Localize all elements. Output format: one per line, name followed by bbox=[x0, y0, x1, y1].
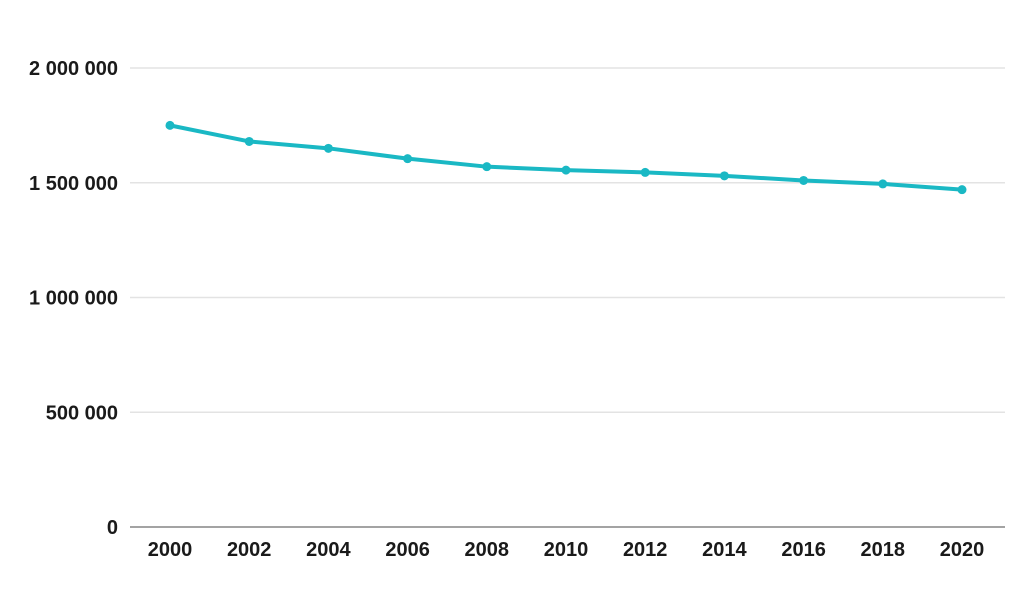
data-point bbox=[165, 120, 175, 130]
y-tick-label: 500 000 bbox=[46, 402, 118, 424]
x-tick-label: 2012 bbox=[623, 539, 668, 561]
x-tick-label: 2000 bbox=[148, 539, 193, 561]
y-tick-label: 0 bbox=[107, 517, 118, 539]
data-point bbox=[244, 136, 254, 146]
x-tick-label: 2010 bbox=[544, 539, 589, 561]
y-tick-label: 1 000 000 bbox=[29, 288, 118, 310]
data-point bbox=[719, 171, 729, 181]
data-point bbox=[323, 143, 333, 153]
series-line bbox=[168, 123, 964, 192]
y-tick-label: 2 000 000 bbox=[29, 58, 118, 80]
data-point bbox=[640, 167, 650, 177]
x-tick-label: 2014 bbox=[702, 539, 747, 561]
y-tick-label: 1 500 000 bbox=[29, 173, 118, 195]
data-point bbox=[799, 175, 809, 185]
data-point bbox=[561, 165, 571, 175]
x-tick-label: 2004 bbox=[306, 539, 351, 561]
data-point bbox=[403, 154, 413, 164]
data-point bbox=[957, 185, 967, 195]
data-point bbox=[878, 179, 888, 189]
x-tick-label: 2006 bbox=[385, 539, 430, 561]
data-point bbox=[482, 162, 492, 172]
x-tick-label: 2008 bbox=[465, 539, 510, 561]
x-tick-label: 2016 bbox=[781, 539, 826, 561]
x-tick-label: 2002 bbox=[227, 539, 272, 561]
x-tick-label: 2018 bbox=[861, 539, 906, 561]
x-tick-label: 2020 bbox=[940, 539, 985, 561]
